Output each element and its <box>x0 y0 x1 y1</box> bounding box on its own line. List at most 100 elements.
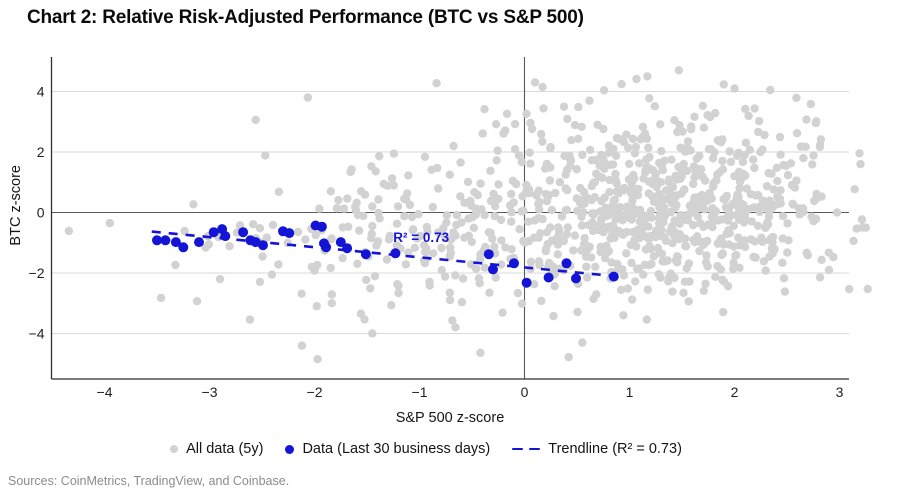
scatter-point-all-data <box>849 236 858 246</box>
scatter-point-all-data <box>458 274 468 283</box>
scatter-point-all-data <box>769 185 778 194</box>
scatter-point-all-data <box>802 115 811 124</box>
scatter-point-all-data <box>824 265 834 275</box>
scatter-point-recent <box>238 227 249 238</box>
scatter-point-all-data <box>783 248 792 257</box>
scatter-point-all-data <box>580 199 589 208</box>
scatter-point-all-data <box>668 287 677 296</box>
scatter-point-all-data <box>701 279 710 288</box>
scatter-point-all-data <box>697 190 707 200</box>
scatter-point-all-data <box>857 215 867 224</box>
scatter-point-all-data <box>861 223 870 232</box>
scatter-point-all-data <box>773 176 782 186</box>
scatter-point-all-data <box>711 108 720 118</box>
scatter-point-all-data <box>524 217 533 226</box>
scatter-point-all-data <box>729 221 738 230</box>
scatter-point-all-data <box>616 203 625 212</box>
scatter-point-all-data <box>624 175 634 184</box>
scatter-point-all-data <box>488 195 497 205</box>
scatter-point-all-data <box>595 161 604 170</box>
x-tick-label: −3 <box>202 384 218 400</box>
scatter-point-all-data <box>452 211 462 220</box>
scatter-point-all-data <box>631 142 641 152</box>
scatter-point-all-data <box>505 201 515 210</box>
scatter-point-all-data <box>809 151 818 160</box>
scatter-point-all-data <box>632 74 641 84</box>
scatter-point-all-data <box>492 156 501 165</box>
scatter-point-all-data <box>718 156 727 166</box>
scatter-point-all-data <box>766 85 775 95</box>
scatter-point-all-data <box>476 179 485 188</box>
scatter-point-all-data <box>610 233 619 242</box>
scatter-point-all-data <box>475 255 485 264</box>
scatter-point-all-data <box>792 129 802 138</box>
scatter-point-all-data <box>576 183 585 193</box>
scatter-point-all-data <box>722 229 731 239</box>
scatter-point-all-data <box>476 348 485 357</box>
scatter-point-all-data <box>816 135 826 144</box>
scatter-point-all-data <box>389 181 398 190</box>
scatter-point-all-data <box>507 189 516 199</box>
scatter-point-all-data <box>510 145 520 154</box>
scatter-point-all-data <box>741 171 750 180</box>
scatter-point-all-data <box>368 329 377 338</box>
scatter-point-all-data <box>735 184 744 193</box>
scatter-point-all-data <box>274 260 283 269</box>
scatter-point-all-data <box>563 114 572 124</box>
scatter-point-all-data <box>817 255 826 264</box>
scatter-point-all-data <box>579 208 588 217</box>
legend-item-recent-data-label: Data (Last 30 business days) <box>302 441 491 457</box>
scatter-point-all-data <box>815 273 825 282</box>
legend-item-recent-data: Data (Last 30 business days) <box>285 441 490 457</box>
scatter-point-all-data <box>429 249 438 258</box>
scatter-point-recent <box>258 240 268 251</box>
scatter-point-all-data <box>611 176 620 185</box>
scatter-point-all-data <box>612 187 621 196</box>
scatter-point-all-data <box>541 246 551 256</box>
scatter-point-all-data <box>535 197 544 207</box>
scatter-point-all-data <box>445 170 454 179</box>
scatter-point-all-data <box>590 178 600 187</box>
scatter-point-all-data <box>484 228 493 237</box>
scatter-point-all-data <box>737 208 746 217</box>
scatter-point-all-data <box>863 284 872 294</box>
scatter-point-all-data <box>517 157 526 167</box>
scatter-point-all-data <box>297 289 306 298</box>
scatter-point-all-data <box>732 151 742 160</box>
scatter-point-all-data <box>255 277 265 287</box>
scatter-point-all-data <box>326 187 335 196</box>
scatter-point-all-data <box>656 120 665 129</box>
scatter-point-all-data <box>437 266 446 275</box>
scatter-point-all-data <box>510 119 520 129</box>
scatter-point-all-data <box>449 141 458 151</box>
scatter-point-all-data <box>480 263 489 272</box>
scatter-point-all-data <box>611 151 621 160</box>
scatter-point-all-data <box>638 231 648 240</box>
scatter-point-all-data <box>698 198 708 207</box>
scatter-point-all-data <box>654 231 663 241</box>
scatter-point-all-data <box>667 155 676 164</box>
scatter-point-all-data <box>592 290 601 299</box>
scatter-point-all-data <box>728 200 737 209</box>
scatter-point-recent <box>360 249 371 260</box>
scatter-point-all-data <box>572 165 581 174</box>
scatter-point-all-data <box>559 102 569 111</box>
scatter-point-all-data <box>606 160 615 169</box>
scatter-point-all-data <box>656 193 666 202</box>
scatter-point-all-data <box>620 183 629 193</box>
x-tick-label: 1 <box>626 384 634 400</box>
scatter-point-all-data <box>783 219 792 228</box>
scatter-point-all-data <box>425 277 434 287</box>
scatter-point-all-data <box>338 253 347 263</box>
scatter-point-all-data <box>649 197 659 206</box>
scatter-point-all-data <box>445 288 454 297</box>
scatter-point-all-data <box>711 272 720 281</box>
scatter-point-all-data <box>632 264 642 273</box>
scatter-point-all-data <box>251 115 260 125</box>
scatter-point-all-data <box>507 217 516 226</box>
scatter-point-all-data <box>156 293 166 303</box>
scatter-point-all-data <box>792 176 801 185</box>
scatter-point-all-data <box>684 259 694 268</box>
scatter-point-recent <box>160 235 171 246</box>
